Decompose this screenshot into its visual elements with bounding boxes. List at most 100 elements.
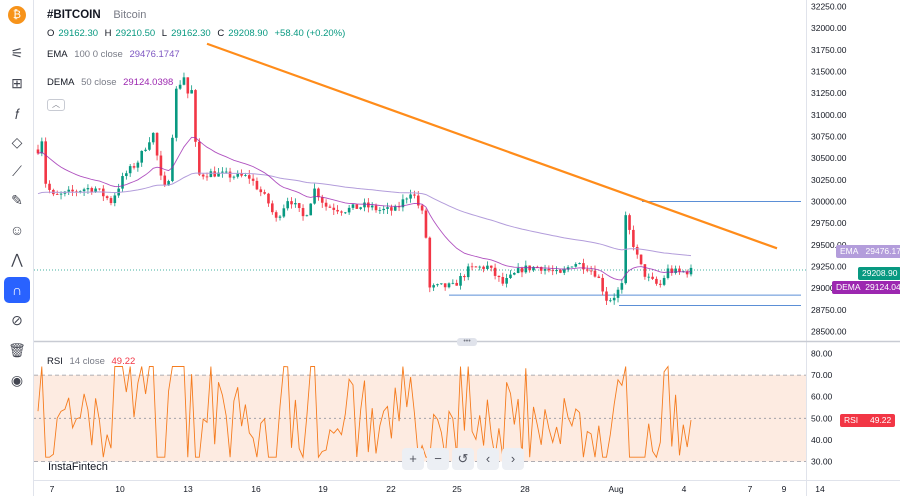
candle-body <box>255 180 259 190</box>
rsi-params: 14 close <box>69 356 105 367</box>
chart-canvas[interactable]: 32250.00 32000.00 31750.00 31500.00 31250.00… <box>34 0 900 496</box>
time-tick-label: 7 <box>748 484 753 494</box>
candle-body <box>678 268 681 272</box>
candle-body <box>543 269 547 271</box>
low-value: 29162.30 <box>171 28 211 39</box>
dema-name: DEMA <box>47 77 75 88</box>
pane-resize-handle[interactable]: ••• <box>457 338 477 346</box>
candle-body <box>128 166 132 174</box>
brush-icon[interactable]: ✎ <box>11 191 23 208</box>
time-tick-label: 28 <box>520 484 530 494</box>
zoom-out-button[interactable]: − <box>427 448 449 470</box>
price-tick-label: 28500.00 <box>811 327 847 337</box>
patterns-icon[interactable]: ⋀ <box>11 250 23 267</box>
candle-body <box>121 176 124 189</box>
camera-icon[interactable]: ◉ <box>10 371 24 388</box>
candle-body <box>370 205 374 208</box>
price-tick-label: 29500.00 <box>811 240 847 250</box>
symbol-legend: #BITCOIN Bitcoin <box>47 9 150 21</box>
watermark: InstaFintech <box>48 461 108 473</box>
candle-body <box>597 276 601 278</box>
candle-body <box>82 189 86 192</box>
trend-lines-icon[interactable]: ⟋ <box>12 162 22 179</box>
candle-body <box>247 175 251 179</box>
candle-body <box>539 266 543 271</box>
candle-body <box>190 90 193 94</box>
candle-body <box>416 195 420 206</box>
candle-body <box>59 193 63 195</box>
trash-icon[interactable]: 🗑 <box>8 341 26 358</box>
candle-body <box>174 88 178 138</box>
candle-body <box>666 268 670 278</box>
candlestick-icon[interactable]: ⚟ <box>10 44 24 61</box>
rsi-tick-label: 50.00 <box>811 413 833 423</box>
candle-body <box>213 171 216 177</box>
candle-body <box>320 197 324 203</box>
price-tick-label: 30750.00 <box>811 132 847 142</box>
candle-body <box>378 210 382 211</box>
zoom-in-button[interactable]: + <box>402 448 424 470</box>
candle-body <box>413 194 416 196</box>
candle-body <box>393 206 397 211</box>
candle-body <box>432 285 435 288</box>
scroll-right-button[interactable]: › <box>502 448 524 470</box>
candle-body <box>647 276 651 278</box>
candle-body <box>651 276 654 279</box>
collapse-legend-button[interactable]: ︿ <box>47 99 65 111</box>
candle-body <box>217 172 220 177</box>
trendline <box>206 42 778 250</box>
ema-name: EMA <box>47 49 68 60</box>
candle-body <box>201 174 205 177</box>
eye-off-icon[interactable]: ⊘ <box>11 311 23 328</box>
time-tick-label: 25 <box>452 484 462 494</box>
ohlc-legend: O 29162.30 H 29210.50 L 29162.30 C 29208.90 … <box>47 28 349 39</box>
candle-body <box>440 283 443 285</box>
fx-icon[interactable]: 𝑓 <box>14 105 20 122</box>
candle-body <box>405 198 409 200</box>
drawing-line-icon[interactable]: ◇ <box>11 133 23 150</box>
scroll-left-button[interactable]: ‹ <box>477 448 499 470</box>
candle-body <box>585 269 589 271</box>
rsi-value: 49.22 <box>111 356 136 367</box>
time-tick-label: 7 <box>50 484 55 494</box>
candle-body <box>244 175 247 176</box>
symbol-ticker[interactable]: #BITCOIN <box>47 9 101 21</box>
rsi-tick-label: 30.00 <box>811 457 833 467</box>
candle-body <box>516 268 520 273</box>
rsi-tick-label: 40.00 <box>811 435 833 445</box>
candle-body <box>148 142 151 150</box>
candle-body <box>520 268 524 273</box>
dema-price-badge: DEMA 29124.04 <box>832 281 900 294</box>
candle-body <box>194 90 197 142</box>
low-label: L <box>161 28 168 39</box>
candle-body <box>505 278 508 284</box>
price-tick-label: 31000.00 <box>811 110 847 120</box>
candle-body <box>497 275 501 278</box>
candle-body <box>609 300 612 302</box>
candle-body <box>259 189 263 193</box>
candle-body <box>359 207 362 209</box>
ema-legend[interactable]: EMA 100 0 close 29476.1747 <box>47 49 184 60</box>
candle-body <box>670 268 674 273</box>
rsi-legend[interactable]: RSI 14 close 49.22 <box>47 356 139 367</box>
candle-body <box>589 270 593 272</box>
candle-body <box>459 276 462 286</box>
magnet-icon[interactable]: ∩ <box>4 277 30 303</box>
candle-body <box>532 266 535 271</box>
candle-body <box>163 175 167 186</box>
candle-body <box>167 181 170 186</box>
candle-body <box>616 289 620 298</box>
price-tick-label: 28750.00 <box>811 305 847 315</box>
candle-body <box>493 267 497 276</box>
candle-body <box>55 194 59 195</box>
reset-chart-button[interactable]: ↺ <box>452 448 474 470</box>
emoji-icon[interactable]: ☺ <box>9 222 25 238</box>
bars-icon[interactable]: ⊞ <box>11 74 23 91</box>
rsi-tick-label: 70.00 <box>811 370 833 380</box>
bitcoin-logo-icon: ₿ <box>8 6 26 24</box>
dema-params: 50 close <box>81 77 117 88</box>
candle-body <box>363 202 366 208</box>
candle-body <box>36 149 40 154</box>
dema-legend[interactable]: DEMA 50 close 29124.0398 <box>47 77 177 88</box>
candle-body <box>182 77 186 85</box>
